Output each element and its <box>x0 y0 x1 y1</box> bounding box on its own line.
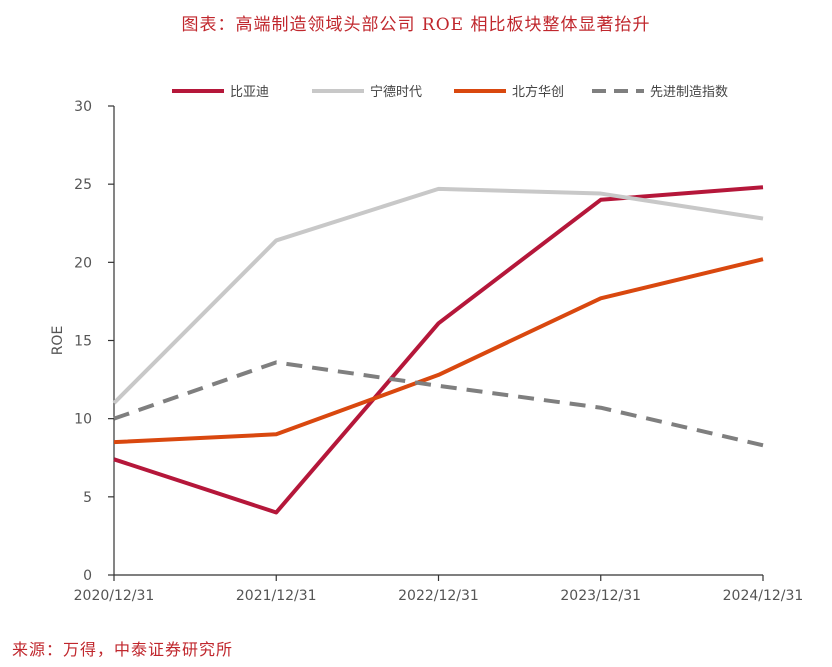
y-tick-label: 10 <box>74 412 92 428</box>
series-line-0 <box>113 185 764 515</box>
x-tick-label: 2024/12/31 <box>723 588 804 604</box>
series-line-2 <box>113 257 764 445</box>
series-line-1 <box>112 186 764 405</box>
y-tick-label: 5 <box>83 490 92 506</box>
axes: 0 5 10 15 20 25 30 2020/12/31 2021/12/31 2022/12/… <box>50 99 803 604</box>
y-axis-title: ROE <box>50 326 66 356</box>
y-tick-label: 15 <box>74 334 92 350</box>
series-line-3 <box>113 360 764 448</box>
legend-label: 宁德时代 <box>370 84 422 100</box>
legend-label: 先进制造指数 <box>650 85 728 100</box>
series-layer <box>112 185 764 515</box>
y-tick-label: 0 <box>83 568 92 584</box>
x-tick-label: 2023/12/31 <box>560 588 641 604</box>
x-tick-label: 2020/12/31 <box>74 588 155 604</box>
x-tick-label: 2021/12/31 <box>236 588 317 604</box>
legend-label: 北方华创 <box>512 84 564 100</box>
y-tick-label: 30 <box>74 99 92 115</box>
y-tick-label: 20 <box>74 255 92 271</box>
legend: 比亚迪 宁德时代 北方华创 先进制造指数 <box>172 84 728 100</box>
chart-title: 图表：高端制造领域头部公司 ROE 相比板块整体显著抬升 <box>181 15 651 35</box>
y-tick-label: 25 <box>74 177 92 193</box>
legend-label: 比亚迪 <box>230 85 269 100</box>
source-note: 来源：万得，中泰证券研究所 <box>12 640 234 659</box>
x-tick-label: 2022/12/31 <box>398 588 479 604</box>
